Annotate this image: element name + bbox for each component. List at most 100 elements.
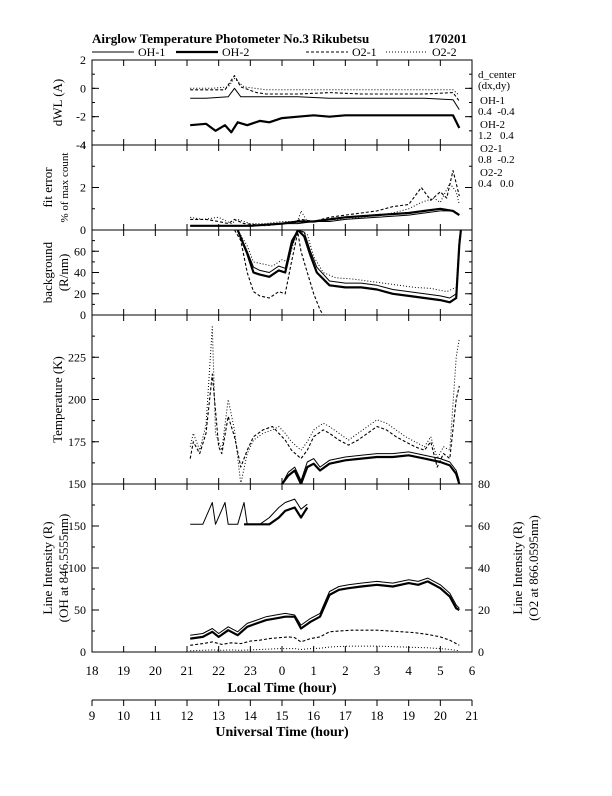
series-line-dwl-oh-1 — [190, 87, 460, 110]
series-line-bg-o2-2 — [237, 230, 462, 293]
series-line-dwl-oh-2 — [190, 114, 461, 134]
dcenter-title: d_center — [478, 69, 516, 81]
dcenter-name-oh-1: OH-1 — [480, 95, 505, 107]
y-tick-label-fit: 2 — [80, 181, 86, 195]
y-right-axis-label-int: Line Intensity (R) — [510, 521, 525, 614]
y-right-tick-label-int: 80 — [478, 477, 490, 491]
overlay-line-int-oh-2 — [244, 506, 309, 526]
x-axis-label-local: Local Time (hour) — [227, 681, 336, 696]
overlay-line-int-oh-1 — [190, 498, 308, 525]
series-line-temp-oh-2 — [281, 454, 461, 484]
y-tick-label-dwl: 2 — [80, 53, 86, 67]
y-tick-label-temp: 225 — [68, 350, 86, 364]
y-axis-label-bg: background — [40, 241, 55, 303]
series-line-fit-o2-1 — [190, 169, 460, 227]
dcenter-value-o2-1: 0.8 -0.2 — [478, 154, 515, 166]
legend: OH-1 OH-2 O2-1 O2-2 — [92, 45, 457, 59]
y-axis-label-fit: fit error — [40, 167, 55, 208]
series-line-int-oh-1 — [190, 577, 460, 636]
figure-title: Airglow Temperature Photometer No.3 Riku… — [92, 31, 369, 46]
dcenter-block: d_center (dx,dy) OH-1 0.4 -0.4 OH-2 1.2 … — [478, 69, 516, 190]
x-tick-label-ut: 15 — [276, 708, 289, 723]
series-line-bg-o2-1 — [234, 230, 324, 315]
series-line-int-oh-2 — [190, 580, 460, 640]
panel-dwl: 2 0 -2 -4 dWL (A) — [50, 53, 473, 152]
y-axis-label-int: Line Intensity (R) — [40, 521, 55, 614]
y-tick-label-temp: 200 — [68, 393, 86, 407]
x-tick-label-ut: 14 — [244, 708, 258, 723]
x-tick-label-local: 21 — [181, 663, 194, 678]
y-tick-label-bg: 20 — [74, 287, 86, 301]
panel-frame-temp — [91, 314, 473, 485]
x-tick-label-local: 3 — [374, 663, 381, 678]
x-tick-label-local: 23 — [244, 663, 257, 678]
series-line-int-o2-1 — [190, 629, 460, 646]
x-tick-label-local: 5 — [437, 663, 444, 678]
series-line-bg-oh-1 — [237, 230, 462, 299]
x-tick-label-ut: 17 — [339, 708, 353, 723]
dcenter-value-oh-2: 1.2 0.4 — [478, 130, 514, 142]
x-tick-label-local: 18 — [86, 663, 99, 678]
y-axis-label2-bg: (R/nm) — [56, 254, 71, 292]
y-tick-label-fit: 0 — [80, 223, 86, 237]
dcenter-name-o2-2: O2-2 — [480, 167, 503, 179]
series-line-temp-oh-1 — [281, 451, 460, 484]
series-line-fit-oh-2 — [190, 207, 460, 227]
series-line-int-o2-2 — [190, 645, 460, 652]
x-tick-label-local: 4 — [405, 663, 412, 678]
x-tick-label-ut: 10 — [117, 708, 130, 723]
legend-label-o2-1: O2-1 — [352, 45, 377, 59]
y-tick-label-dwl: -2 — [76, 110, 86, 124]
panel-frame-int — [91, 483, 473, 653]
series-line-temp-o2-2 — [189, 326, 460, 484]
x-tick-label-ut: 16 — [307, 708, 321, 723]
x-tick-label-ut: 13 — [212, 708, 225, 723]
y-right-tick-label-int: 40 — [478, 561, 490, 575]
x-tick-label-local: 19 — [117, 663, 130, 678]
y-axis-label2-fit: % of max count — [59, 153, 71, 223]
panel-frame-dwl — [91, 59, 473, 146]
panel-frame-fit — [91, 144, 473, 231]
x-tick-label-ut: 21 — [466, 708, 479, 723]
series-line-dwl-o2-1 — [190, 75, 460, 102]
series-line-bg-oh-2 — [236, 230, 462, 304]
dcenter-value-o2-2: 0.4 0.0 — [478, 178, 514, 190]
x-tick-label-ut: 12 — [181, 708, 194, 723]
x-axis-label-ut: Universal Time (hour) — [215, 725, 349, 740]
y-right-tick-label-int: 20 — [478, 603, 490, 617]
legend-label-oh-2: OH-2 — [222, 45, 249, 59]
y-right-tick-label-int: 0 — [478, 645, 484, 659]
x-tick-label-ut: 19 — [402, 708, 415, 723]
y-tick-label-temp: 175 — [68, 435, 86, 449]
y-tick-label-bg: 0 — [80, 308, 86, 322]
panel-bg: 0 20 40 60 background (R/nm) — [40, 229, 473, 322]
y-tick-label-int: 150 — [68, 519, 86, 533]
y-tick-label-int: 50 — [74, 603, 86, 617]
dcenter-sub: (dx,dy) — [478, 80, 510, 92]
y-tick-label-fit: 4 — [80, 138, 86, 152]
y-right-tick-label-int: 60 — [478, 519, 490, 533]
dcenter-value-oh-1: 0.4 -0.4 — [478, 106, 515, 118]
x-tick-label-ut: 20 — [434, 708, 447, 723]
x-tick-label-local: 6 — [469, 663, 476, 678]
legend-label-oh-1: OH-1 — [138, 45, 165, 59]
y-tick-label-bg: 40 — [74, 266, 86, 280]
y-tick-label-temp: 150 — [68, 477, 86, 491]
x-tick-label-local: 1 — [310, 663, 317, 678]
y-tick-label-bg: 60 — [74, 244, 86, 258]
y-tick-label-int: 100 — [68, 561, 86, 575]
y-tick-label-int: 0 — [80, 645, 86, 659]
dcenter-name-o2-1: O2-1 — [480, 143, 503, 155]
x-tick-label-ut: 18 — [371, 708, 384, 723]
y-tick-label-dwl: -4 — [76, 138, 86, 152]
x-tick-label-local: 22 — [212, 663, 225, 678]
panel-fit: 0 2 4 fit error % of max count — [40, 138, 473, 237]
y-axis-label2-int: (OH at 846.5555nm) — [56, 514, 71, 623]
x-tick-label-ut: 11 — [149, 708, 162, 723]
x-tick-label-ut: 9 — [89, 708, 96, 723]
y-tick-label-dwl: 0 — [80, 81, 86, 95]
